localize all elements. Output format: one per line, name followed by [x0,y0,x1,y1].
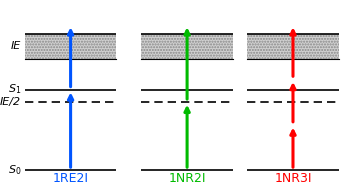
Text: 1RE2I: 1RE2I [53,172,89,185]
Text: $S_1$: $S_1$ [8,83,21,96]
Text: 1NR3I: 1NR3I [274,172,312,185]
Text: 1NR2I: 1NR2I [168,172,206,185]
Bar [25,34,116,59]
Bar [247,34,339,59]
Text: IE/2: IE/2 [0,97,21,107]
Bar [141,34,233,59]
Text: IE: IE [11,41,21,51]
Text: $S_0$: $S_0$ [8,163,21,177]
